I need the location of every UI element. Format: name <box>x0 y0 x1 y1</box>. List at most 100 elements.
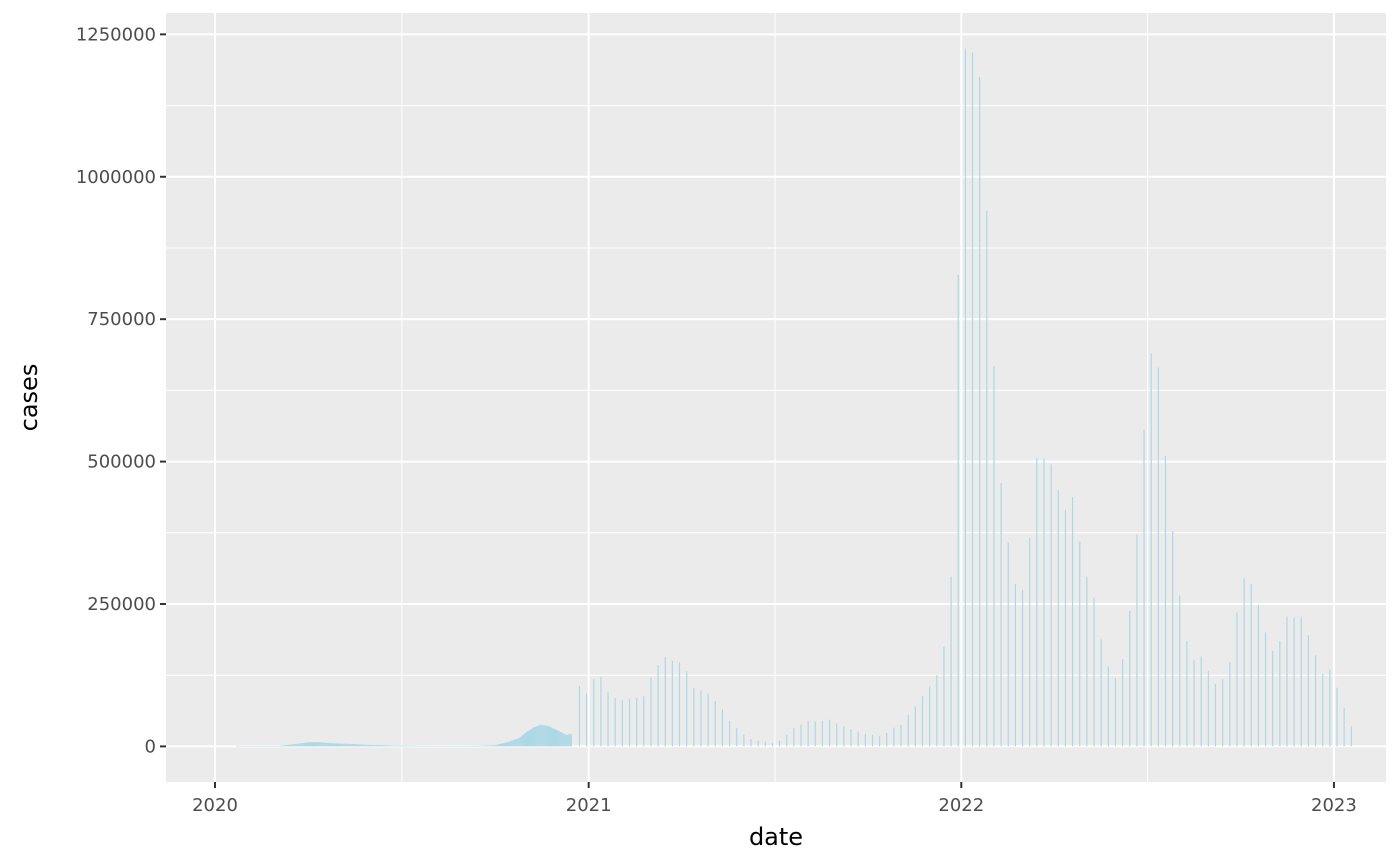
daily-bar <box>495 745 497 747</box>
daily-bar <box>405 745 407 747</box>
daily-bar <box>239 745 241 747</box>
y-axis-title: cases <box>15 364 43 432</box>
weekly-bar <box>1172 531 1174 747</box>
weekly-bar <box>600 676 602 747</box>
daily-bar <box>435 745 437 747</box>
weekly-bar <box>1300 616 1302 747</box>
daily-bar <box>380 745 383 747</box>
weekly-bar <box>614 697 616 747</box>
y-tick-label: 500000 <box>87 452 156 473</box>
daily-bar <box>461 745 463 747</box>
daily-bar <box>375 745 377 747</box>
daily-bar <box>386 745 388 747</box>
daily-bar <box>389 745 391 747</box>
daily-bar <box>563 733 565 747</box>
daily-bar <box>430 745 433 747</box>
daily-bar <box>443 745 445 747</box>
weekly-bar <box>857 731 859 747</box>
y-tick-label: 1000000 <box>76 167 156 188</box>
daily-bar <box>387 745 389 747</box>
weekly-bar <box>793 728 795 747</box>
daily-bar <box>554 729 556 747</box>
weekly-bar <box>1243 578 1245 747</box>
weekly-bar <box>636 697 638 747</box>
weekly-bar <box>786 735 788 747</box>
daily-bar <box>476 745 478 747</box>
daily-bar <box>269 745 271 747</box>
daily-bar <box>550 727 552 747</box>
daily-bar <box>379 745 381 747</box>
daily-bar <box>497 744 499 747</box>
weekly-bar <box>664 656 666 747</box>
daily-bar <box>281 745 283 747</box>
y-tick-label: 250000 <box>87 594 156 615</box>
weekly-bar <box>1314 655 1317 747</box>
daily-bar <box>527 730 530 747</box>
weekly-bar <box>764 741 766 747</box>
daily-bar <box>243 745 245 747</box>
daily-bar <box>493 745 495 747</box>
daily-bar <box>428 745 430 747</box>
weekly-bar <box>1343 707 1345 747</box>
daily-bar <box>340 743 342 747</box>
daily-bar <box>517 738 519 747</box>
weekly-bar <box>1114 678 1117 747</box>
weekly-bar <box>1164 455 1167 747</box>
daily-bar <box>548 726 550 747</box>
weekly-bar <box>821 720 824 747</box>
daily-bar <box>254 745 256 747</box>
daily-bar <box>541 724 543 747</box>
daily-bar <box>257 745 259 747</box>
weekly-bar <box>607 692 609 747</box>
weekly-bar <box>1186 641 1188 747</box>
daily-bar <box>459 745 461 747</box>
daily-bar <box>363 744 365 747</box>
daily-bar <box>275 745 277 747</box>
weekly-bar <box>800 724 802 747</box>
daily-bar <box>337 743 339 747</box>
daily-bar <box>295 744 297 747</box>
daily-bar <box>471 745 473 747</box>
weekly-bar <box>1079 541 1081 747</box>
daily-bar <box>488 745 490 747</box>
daily-bar <box>490 745 492 747</box>
weekly-bar <box>1107 666 1109 747</box>
weekly-bar <box>1071 496 1074 747</box>
daily-bar <box>538 725 540 747</box>
daily-bar <box>290 744 292 747</box>
daily-bar <box>562 733 564 747</box>
daily-bar <box>248 745 250 747</box>
y-tick-label: 0 <box>145 736 156 757</box>
daily-bar <box>420 745 422 747</box>
bar-series <box>235 48 1352 747</box>
daily-bar <box>372 745 374 747</box>
daily-bar <box>424 745 426 747</box>
weekly-bar <box>914 706 916 747</box>
daily-bar <box>484 745 486 747</box>
daily-bar <box>398 745 400 747</box>
daily-bar <box>373 745 375 747</box>
x-tick-label: 2022 <box>938 795 984 816</box>
daily-bar <box>237 745 240 747</box>
daily-bar <box>532 728 534 747</box>
weekly-bar <box>1100 639 1102 747</box>
daily-bar <box>494 745 496 747</box>
daily-bar <box>338 743 340 747</box>
daily-bar <box>314 742 316 747</box>
daily-bar <box>570 733 572 747</box>
daily-bar <box>383 745 386 747</box>
daily-bar <box>318 742 320 747</box>
daily-bar <box>569 734 571 747</box>
daily-bar <box>294 744 296 747</box>
daily-bar <box>302 743 304 747</box>
weekly-bar <box>686 671 688 747</box>
daily-bar <box>366 744 368 747</box>
daily-bar <box>274 745 276 747</box>
weekly-bar <box>1129 610 1131 747</box>
daily-bar <box>444 745 446 747</box>
daily-bar <box>510 741 512 747</box>
daily-bar <box>423 745 425 747</box>
weekly-bar <box>736 728 738 747</box>
daily-bar <box>331 743 334 747</box>
daily-bar <box>478 745 481 747</box>
